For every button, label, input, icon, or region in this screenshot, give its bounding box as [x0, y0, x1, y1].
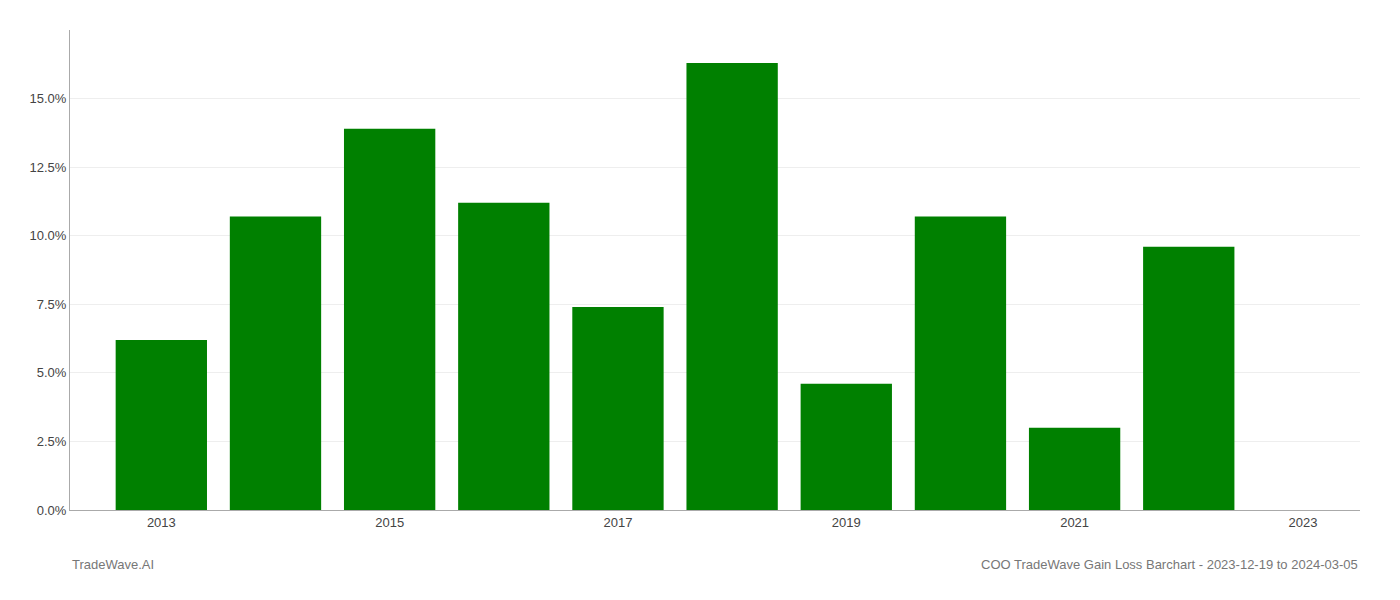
svg-text:2017: 2017 [603, 515, 632, 530]
svg-text:7.5%: 7.5% [37, 297, 67, 312]
svg-text:2.5%: 2.5% [37, 434, 67, 449]
svg-text:2023: 2023 [1288, 515, 1317, 530]
svg-text:15.0%: 15.0% [30, 91, 67, 106]
svg-text:12.5%: 12.5% [30, 160, 67, 175]
svg-text:2021: 2021 [1060, 515, 1089, 530]
svg-text:2013: 2013 [147, 515, 176, 530]
svg-text:5.0%: 5.0% [37, 365, 67, 380]
svg-text:0.0%: 0.0% [37, 503, 67, 518]
svg-text:TradeWave.AI: TradeWave.AI [72, 557, 154, 572]
svg-text:COO TradeWave Gain Loss Barcha: COO TradeWave Gain Loss Barchart - 2023-… [981, 557, 1358, 572]
svg-text:2015: 2015 [375, 515, 404, 530]
svg-text:2019: 2019 [832, 515, 861, 530]
svg-text:10.0%: 10.0% [30, 228, 67, 243]
